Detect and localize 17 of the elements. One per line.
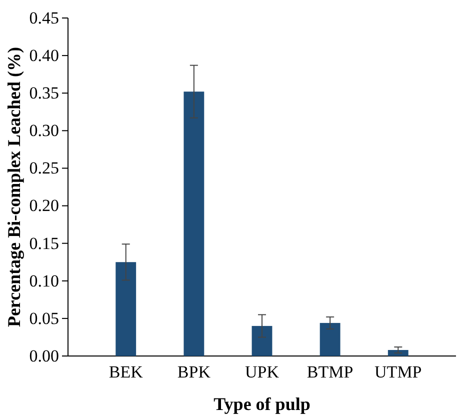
x-tick-label: BTMP — [306, 362, 354, 382]
y-tick-label: 0.10 — [29, 271, 59, 290]
y-tick-label: 0.40 — [29, 46, 59, 65]
x-axis-title: Type of pulp — [214, 394, 310, 414]
x-tick-label: BPK — [177, 362, 212, 382]
y-tick-label: 0.30 — [29, 121, 59, 140]
y-tick-label: 0.25 — [29, 158, 59, 178]
y-tick-label: 0.45 — [29, 8, 59, 28]
x-tick-label: UPK — [244, 362, 280, 382]
y-tick-label: 0.00 — [29, 346, 59, 366]
y-tick-label: 0.15 — [29, 234, 59, 253]
x-tick-label: UTMP — [374, 362, 422, 382]
x-tick-label: BEK — [108, 362, 144, 382]
y-axis-title: Percentage Bi-complex Leached (%) — [4, 46, 24, 328]
y-tick-label: 0.05 — [29, 308, 59, 328]
y-tick-label: 0.20 — [29, 196, 59, 216]
y-tick-label: 0.35 — [29, 84, 59, 103]
